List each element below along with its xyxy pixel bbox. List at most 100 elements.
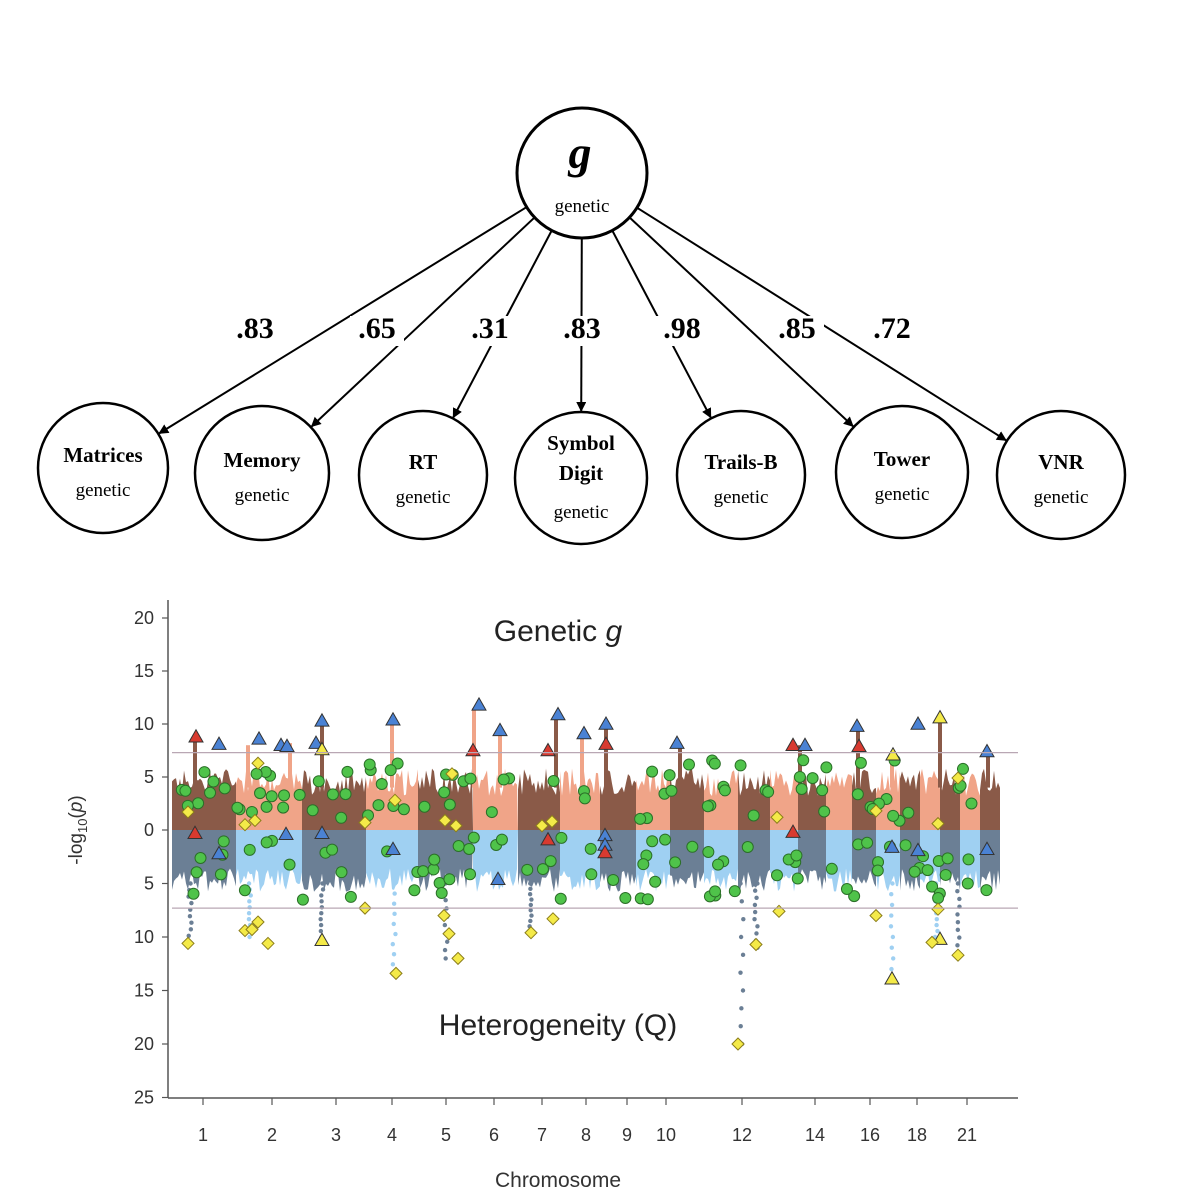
x-tick-label: 5 — [441, 1125, 451, 1145]
snp-circle-marker — [464, 868, 477, 881]
snp-diamond-marker — [869, 804, 883, 818]
heterogeneity-peak-point — [318, 922, 324, 928]
heterogeneity-peak-point — [738, 881, 743, 886]
snp-triangle-marker — [797, 737, 813, 751]
snp-triangle-marker — [465, 742, 481, 757]
snp-circle-marker — [820, 761, 833, 774]
snp-markers — [175, 696, 995, 1051]
snp-circle-marker — [198, 766, 211, 779]
heterogeneity-peak-point — [320, 887, 326, 892]
snp-circle-marker — [497, 773, 510, 786]
loading-labels: .83 .65 .31 .83 .98 .85 .72 — [228, 312, 919, 346]
snp-triangle-marker — [849, 718, 865, 732]
heterogeneity-peak-point — [528, 881, 533, 886]
heterogeneity-peak-point — [445, 939, 450, 944]
snp-triangle-marker — [314, 741, 330, 756]
snp-circle-marker — [192, 797, 205, 810]
indicator-node: RT genetic — [357, 409, 489, 541]
snp-triangle-marker — [188, 728, 204, 743]
snp-circle-marker — [770, 869, 783, 882]
heterogeneity-peak-point — [890, 881, 895, 886]
snp-circle-marker — [848, 890, 861, 903]
indicator-nodes: MatricesgeneticMemorygeneticRTgeneticSym… — [36, 401, 1127, 546]
indicator-subtitle: genetic — [396, 487, 451, 508]
chromosome-band-bottom — [798, 830, 826, 890]
y-axis-label: -log10(p) — [66, 795, 90, 864]
heterogeneity-peak-point — [888, 924, 894, 929]
snp-diamond-marker — [931, 902, 945, 916]
heterogeneity-peak-point — [189, 900, 194, 906]
loading-label-bg — [655, 316, 709, 346]
loading-label-bg — [350, 316, 404, 346]
snp-circle-marker — [207, 775, 220, 788]
snp-diamond-marker — [545, 814, 559, 829]
heterogeneity-peak-point — [752, 916, 757, 922]
heterogeneity-peak-point — [391, 952, 397, 957]
snp-circle-marker — [485, 806, 498, 819]
chromosome-band-bottom — [518, 830, 560, 892]
snp-triangle-marker — [932, 709, 948, 724]
heterogeneity-peak-point — [186, 933, 191, 939]
snp-triangle-marker — [910, 842, 926, 857]
loading-value: .85 — [778, 312, 816, 345]
snp-triangle-marker — [385, 841, 401, 856]
snp-circle-marker — [607, 873, 620, 886]
snp-circle-marker — [277, 801, 290, 814]
heterogeneity-peak-point — [247, 905, 252, 910]
snp-circle-marker — [306, 804, 319, 817]
y-axis-ticks: 20 15 10 5 0 5 10 15 20 25 — [134, 608, 168, 1108]
loading-label-bg — [555, 316, 609, 346]
snp-triangle-marker — [597, 844, 613, 859]
indicator-node: Trails-B genetic — [675, 409, 807, 541]
heterogeneity-peak-point — [393, 931, 398, 937]
heterogeneity-peak-point — [740, 988, 746, 993]
heterogeneity-peak-point — [955, 943, 960, 948]
factor-symbol: g — [568, 127, 592, 178]
snp-diamond-marker — [449, 819, 463, 833]
association-peak — [678, 745, 682, 788]
snp-diamond-marker — [931, 816, 945, 831]
association-peak — [498, 734, 502, 788]
y-tick-label: 15 — [134, 981, 154, 1001]
heterogeneity-peak-point — [889, 913, 894, 918]
heterogeneity-peak-point — [246, 916, 252, 922]
chromosome-band-top — [600, 770, 636, 830]
snp-circle-marker — [747, 809, 760, 822]
indicator-name: RT — [409, 450, 437, 474]
x-tick-label: 4 — [387, 1125, 397, 1145]
heterogeneity-peak-point — [188, 927, 194, 932]
association-peak — [986, 750, 990, 788]
snp-circle-marker — [961, 877, 974, 890]
indicator-subtitle: genetic — [235, 485, 290, 506]
snp-circle-marker — [452, 840, 465, 853]
snp-diamond-marker — [248, 813, 262, 828]
heterogeneity-peak-point — [319, 893, 324, 898]
snp-circle-marker — [646, 835, 659, 848]
association-peak — [320, 724, 324, 788]
snp-triangle-marker — [385, 711, 401, 726]
snp-circle-marker — [463, 842, 476, 855]
y-tick-label: 5 — [144, 767, 154, 787]
snp-circle-marker — [871, 864, 884, 877]
snp-diamond-marker — [535, 819, 549, 833]
heterogeneity-peak-point — [320, 881, 325, 886]
snp-circle-marker — [665, 784, 678, 797]
snp-triangle-marker — [314, 932, 330, 946]
chromosome-band-bottom — [826, 830, 852, 892]
snp-circle-marker — [408, 884, 421, 897]
snp-triangle-marker — [785, 824, 801, 838]
loading-label-bg — [770, 316, 824, 346]
indicator-name: VNR — [1038, 450, 1084, 474]
chromosome-band-bottom — [636, 830, 670, 892]
snp-circle-marker — [435, 886, 448, 899]
factor-node: g genetic — [515, 106, 649, 240]
snp-triangle-marker — [540, 831, 556, 846]
snp-circle-marker — [793, 770, 806, 783]
snp-circle-marker — [428, 853, 441, 866]
snp-circle-marker — [663, 769, 676, 782]
y-tick-label: 10 — [134, 927, 154, 947]
chart-title-top: Genetic g — [494, 615, 623, 648]
snp-circle-marker — [762, 785, 775, 798]
snp-diamond-marker — [388, 793, 402, 808]
indicator-name: Tower — [874, 447, 930, 471]
